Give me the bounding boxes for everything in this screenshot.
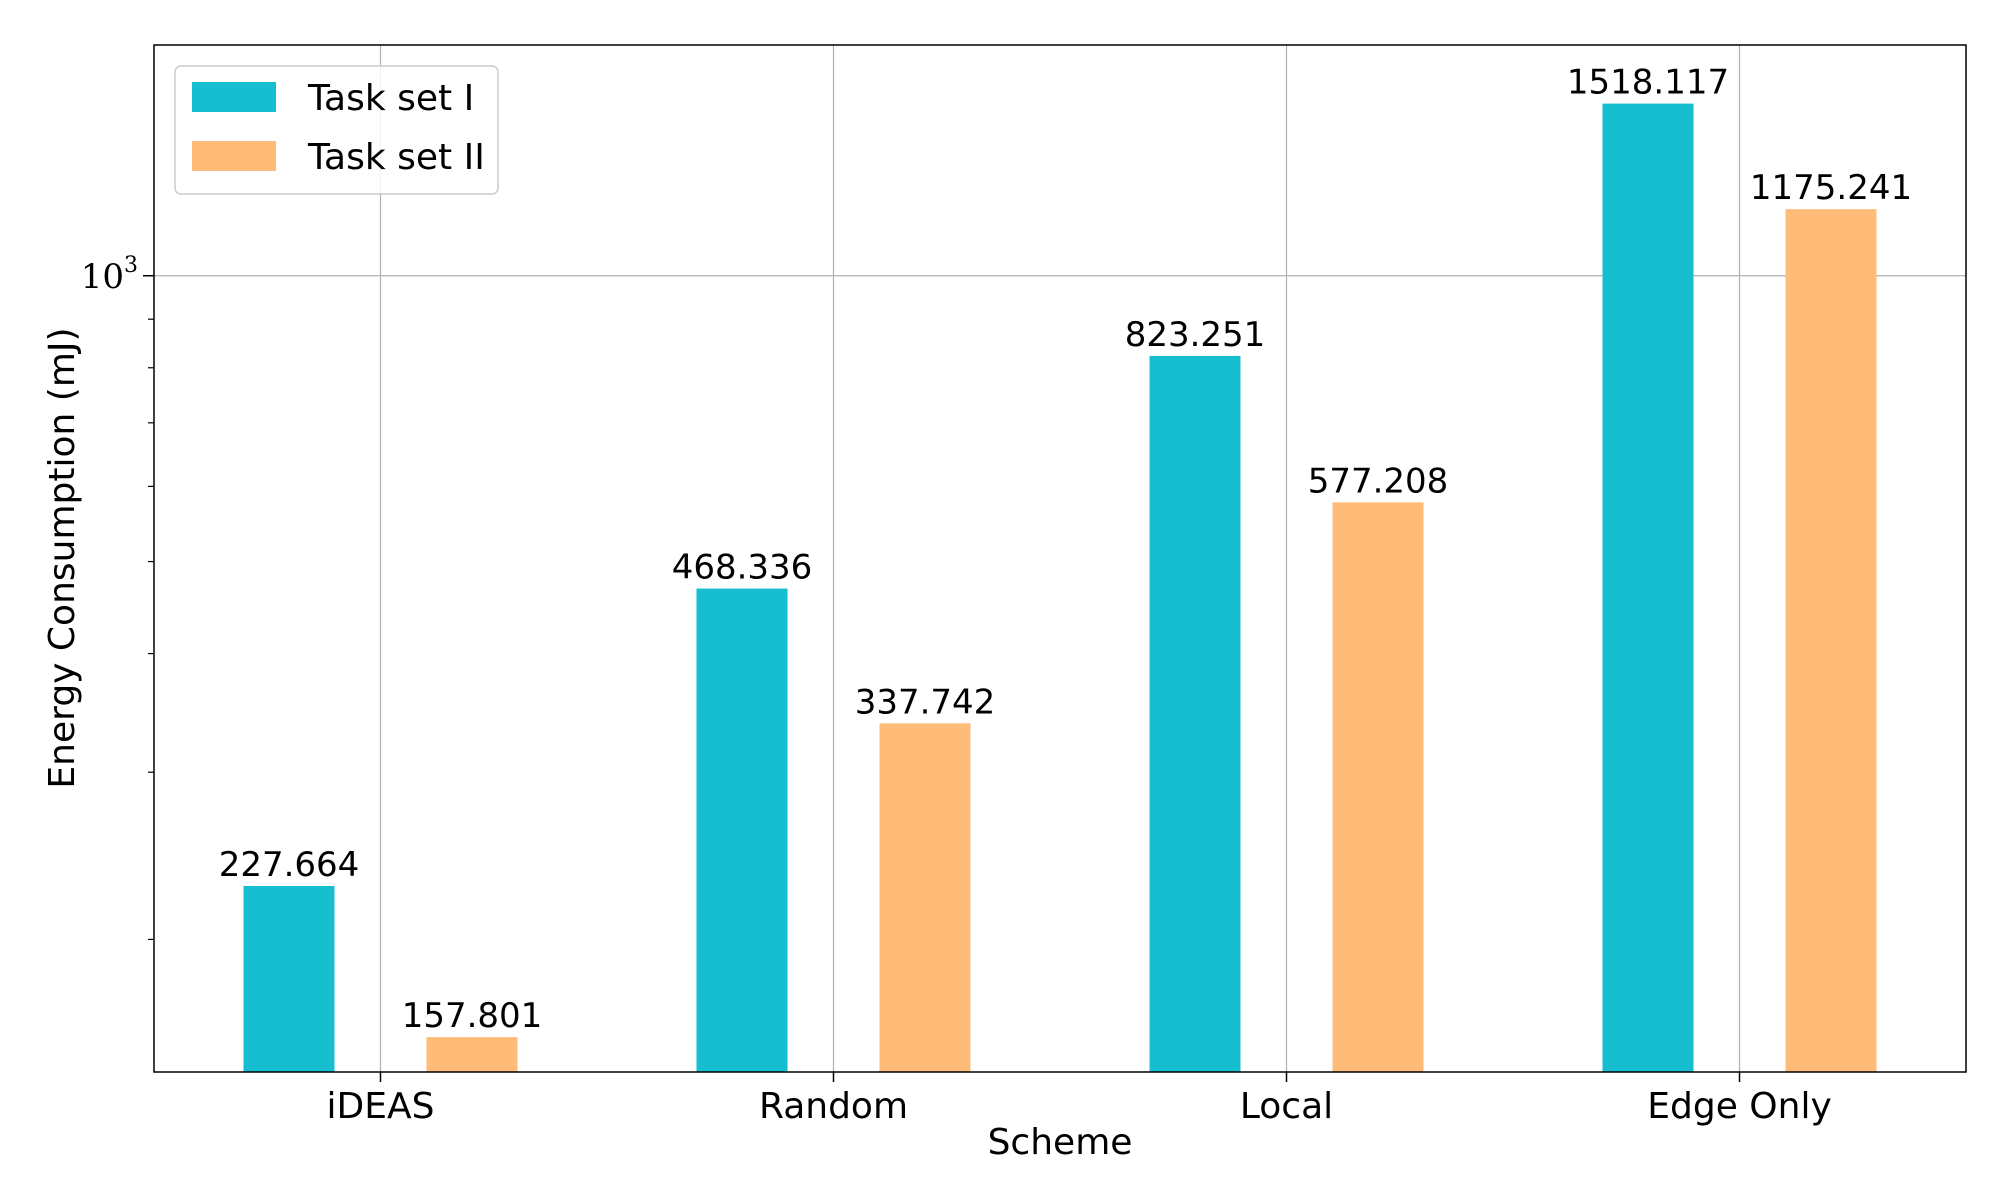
plot-frame xyxy=(153,44,1967,1073)
legend: Task set I Task set II xyxy=(174,65,499,195)
bar-value-label: 227.664 xyxy=(219,845,360,885)
bar-value-label: 337.742 xyxy=(855,682,996,722)
bar-series-1-random xyxy=(696,588,788,1072)
x-tick-label: iDEAS xyxy=(327,1086,435,1127)
legend-label-task-set-2: Task set II xyxy=(307,137,485,178)
bar-series-1-ideas xyxy=(243,885,335,1072)
legend-swatch-task-set-1 xyxy=(192,82,276,112)
x-tick-label: Edge Only xyxy=(1647,1086,1832,1127)
bar-series-1-edge-only xyxy=(1602,103,1694,1073)
bar-value-label: 1175.241 xyxy=(1750,168,1912,208)
bar-value-label: 157.801 xyxy=(402,996,543,1036)
data-labels: 227.664 468.336 823.251 1518.117 157.801 337.… xyxy=(219,63,1912,1037)
bar-series-1-local xyxy=(1149,355,1241,1073)
bar-series-2-edge-only xyxy=(1785,209,1877,1072)
y-axis-title: Energy Consumption (mJ) xyxy=(42,327,83,788)
bar-value-label: 823.251 xyxy=(1125,315,1266,355)
bar-value-label: 577.208 xyxy=(1308,461,1449,501)
bar-value-label: 1518.117 xyxy=(1567,63,1729,103)
y-axis-ticks: 103 xyxy=(81,253,154,940)
x-axis-title: Scheme xyxy=(988,1122,1133,1163)
bars xyxy=(243,103,1877,1073)
x-tick-label: Random xyxy=(759,1086,908,1127)
y-tick-label: 103 xyxy=(81,253,138,297)
bar-series-2-local xyxy=(1332,502,1424,1072)
bar-series-2-ideas xyxy=(426,1037,518,1072)
x-tick-label: Local xyxy=(1240,1086,1333,1127)
bar-value-label: 468.336 xyxy=(672,548,813,588)
legend-label-task-set-1: Task set I xyxy=(307,78,474,119)
bar-series-2-random xyxy=(879,723,971,1072)
x-axis-ticks: iDEAS Random Local Edge Only xyxy=(327,1072,1832,1127)
legend-swatch-task-set-2 xyxy=(192,141,276,171)
